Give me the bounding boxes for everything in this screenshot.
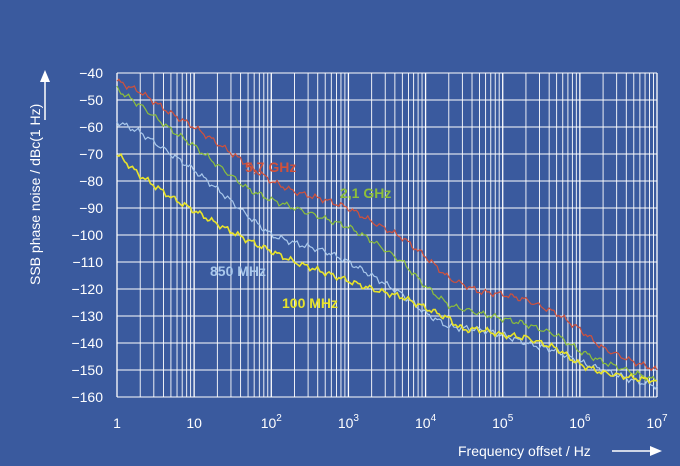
x-tick-label: 1	[113, 415, 121, 431]
x-tick-label: 10	[186, 415, 202, 431]
series-line-5-7-ghz	[116, 78, 658, 372]
x-tick-label: 105	[492, 413, 514, 431]
x-tick-label: 107	[646, 413, 668, 431]
y-tick-label: −40	[79, 65, 103, 81]
y-tick-label: −120	[71, 281, 103, 297]
y-tick-label: −150	[71, 362, 103, 378]
y-tick-label: −140	[71, 335, 103, 351]
tick-labels: −40 −50 −60 −70 −80 −90 −100 −110 −120 −130 −140 −1…	[71, 65, 668, 431]
y-axis-title: SSB phase noise / dBc(1 Hz)	[27, 104, 43, 285]
series-line-2-1-ghz	[116, 85, 658, 382]
y-tick-label: −50	[79, 92, 103, 108]
y-axis-arrow	[40, 70, 50, 120]
series-line-850-mhz	[116, 121, 658, 391]
y-tick-label: −60	[79, 119, 103, 135]
y-tick-label: −90	[79, 200, 103, 216]
x-tick-label: 102	[261, 413, 283, 431]
y-tick-label: −110	[73, 254, 104, 270]
y-tick-label: −160	[71, 389, 103, 405]
series-label-5-7-ghz: 5,7 GHz	[245, 159, 296, 175]
y-tick-label: −100	[71, 227, 103, 243]
y-tick-label: −70	[79, 146, 103, 162]
x-axis-title: Frequency offset / Hz	[458, 443, 591, 459]
y-tick-label: −80	[79, 173, 103, 189]
x-tick-label: 103	[338, 413, 360, 431]
series-label-2-1-ghz: 2,1 GHz	[340, 185, 391, 201]
x-tick-label: 104	[415, 413, 437, 431]
series-label-850-mhz: 850 MHz	[210, 263, 266, 279]
series-line-100-mhz	[116, 152, 658, 385]
series-label-100-mhz: 100 MHz	[282, 295, 338, 311]
series-lines	[116, 78, 658, 391]
x-axis-arrow	[612, 446, 662, 456]
grid	[116, 72, 658, 398]
x-tick-label: 106	[569, 413, 591, 431]
y-tick-label: −130	[71, 308, 103, 324]
